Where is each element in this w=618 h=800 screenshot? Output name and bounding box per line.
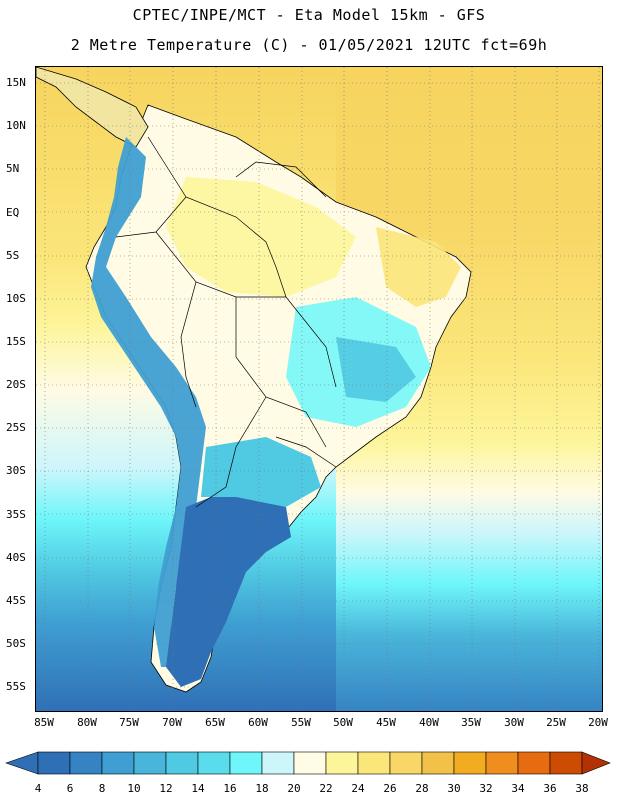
lat-label-25s: 25S: [6, 421, 26, 434]
colorbar-cell: [517, 751, 551, 775]
lon-label-20w: 20W: [588, 716, 608, 729]
country-borders: [115, 136, 337, 508]
colorbar-label: 12: [159, 782, 173, 795]
andes-cold-belt: [91, 137, 206, 667]
lat-label-15s: 15S: [6, 335, 26, 348]
colorbar-cell: [101, 751, 135, 775]
colorbar-cell: [293, 751, 327, 775]
colorbar-cell: [133, 751, 167, 775]
lat-label-30s: 30S: [6, 464, 26, 477]
temperature-map-canvas: [36, 67, 602, 711]
colorbar-label: 38: [575, 782, 589, 795]
lat-label-55s: 55S: [6, 680, 26, 693]
lat-label-35s: 35S: [6, 508, 26, 521]
lat-label-40s: 40S: [6, 551, 26, 564]
lon-label-40w: 40W: [419, 716, 439, 729]
lon-label-65w: 65W: [205, 716, 225, 729]
lon-label-70w: 70W: [162, 716, 182, 729]
colorbar-right-arrow: [581, 751, 611, 775]
colorbar-label: 8: [98, 782, 106, 795]
colorbar-cell: [485, 751, 519, 775]
lon-label-35w: 35W: [461, 716, 481, 729]
lat-label-15n: 15N: [6, 76, 26, 89]
lat-label-10s: 10S: [6, 292, 26, 305]
temperature-map[interactable]: [35, 66, 603, 712]
brazil-cooler-zone: [336, 337, 416, 402]
pampas-cool-zone: [201, 437, 321, 507]
central-america-landmass: [36, 67, 149, 148]
colorbar-cell: [37, 751, 71, 775]
lon-label-50w: 50W: [333, 716, 353, 729]
colorbar-label: 32: [479, 782, 493, 795]
lat-label-45s: 45S: [6, 594, 26, 607]
map-title-line2: 2 Metre Temperature (C) - 01/05/2021 12U…: [70, 36, 548, 54]
colorbar-cell: [69, 751, 103, 775]
northeast-warm-zone: [376, 227, 461, 307]
temperature-colorbar: [5, 751, 611, 775]
colorbar-cell: [229, 751, 263, 775]
lat-label-20s: 20S: [6, 378, 26, 391]
lon-label-60w: 60W: [248, 716, 268, 729]
lat-label-eq: EQ: [6, 206, 20, 219]
colorbar-label: 30: [447, 782, 461, 795]
colorbar-cell: [389, 751, 423, 775]
colorbar-label: 24: [351, 782, 365, 795]
colorbar-cell: [549, 751, 583, 775]
lat-label-10n: 10N: [6, 119, 26, 132]
colorbar-cell: [165, 751, 199, 775]
colorbar-cell: [197, 751, 231, 775]
colorbar-label: 6: [66, 782, 74, 795]
colorbar-label: 34: [511, 782, 525, 795]
colorbar-label: 20: [287, 782, 301, 795]
colorbar-label: 14: [191, 782, 205, 795]
patagonia-cold-zone: [166, 487, 291, 687]
colorbar-label: 16: [223, 782, 237, 795]
lon-label-45w: 45W: [376, 716, 396, 729]
colorbar-cell: [261, 751, 295, 775]
lon-label-25w: 25W: [546, 716, 566, 729]
lon-label-55w: 55W: [291, 716, 311, 729]
colorbar-label: 28: [415, 782, 429, 795]
lat-label-5n: 5N: [6, 162, 20, 175]
graticule: [36, 67, 602, 711]
lon-label-30w: 30W: [504, 716, 524, 729]
colorbar-label: 4: [34, 782, 42, 795]
lat-label-5s: 5S: [6, 249, 20, 262]
colorbar-left-arrow: [5, 751, 39, 775]
colorbar-cell: [357, 751, 391, 775]
lon-label-85w: 85W: [34, 716, 54, 729]
colorbar-label: 36: [543, 782, 557, 795]
amazon-warm-zone: [166, 177, 356, 297]
colorbar-cell: [453, 751, 487, 775]
lat-label-50s: 50S: [6, 637, 26, 650]
colorbar-label: 10: [127, 782, 141, 795]
map-title-line1: CPTEC/INPE/MCT - Eta Model 15km - GFS: [132, 6, 486, 24]
lon-label-75w: 75W: [119, 716, 139, 729]
colorbar-label: 22: [319, 782, 333, 795]
colorbar-cell: [325, 751, 359, 775]
colorbar-cell: [421, 751, 455, 775]
colorbar-label: 18: [255, 782, 269, 795]
colorbar-label: 26: [383, 782, 397, 795]
lon-label-80w: 80W: [77, 716, 97, 729]
